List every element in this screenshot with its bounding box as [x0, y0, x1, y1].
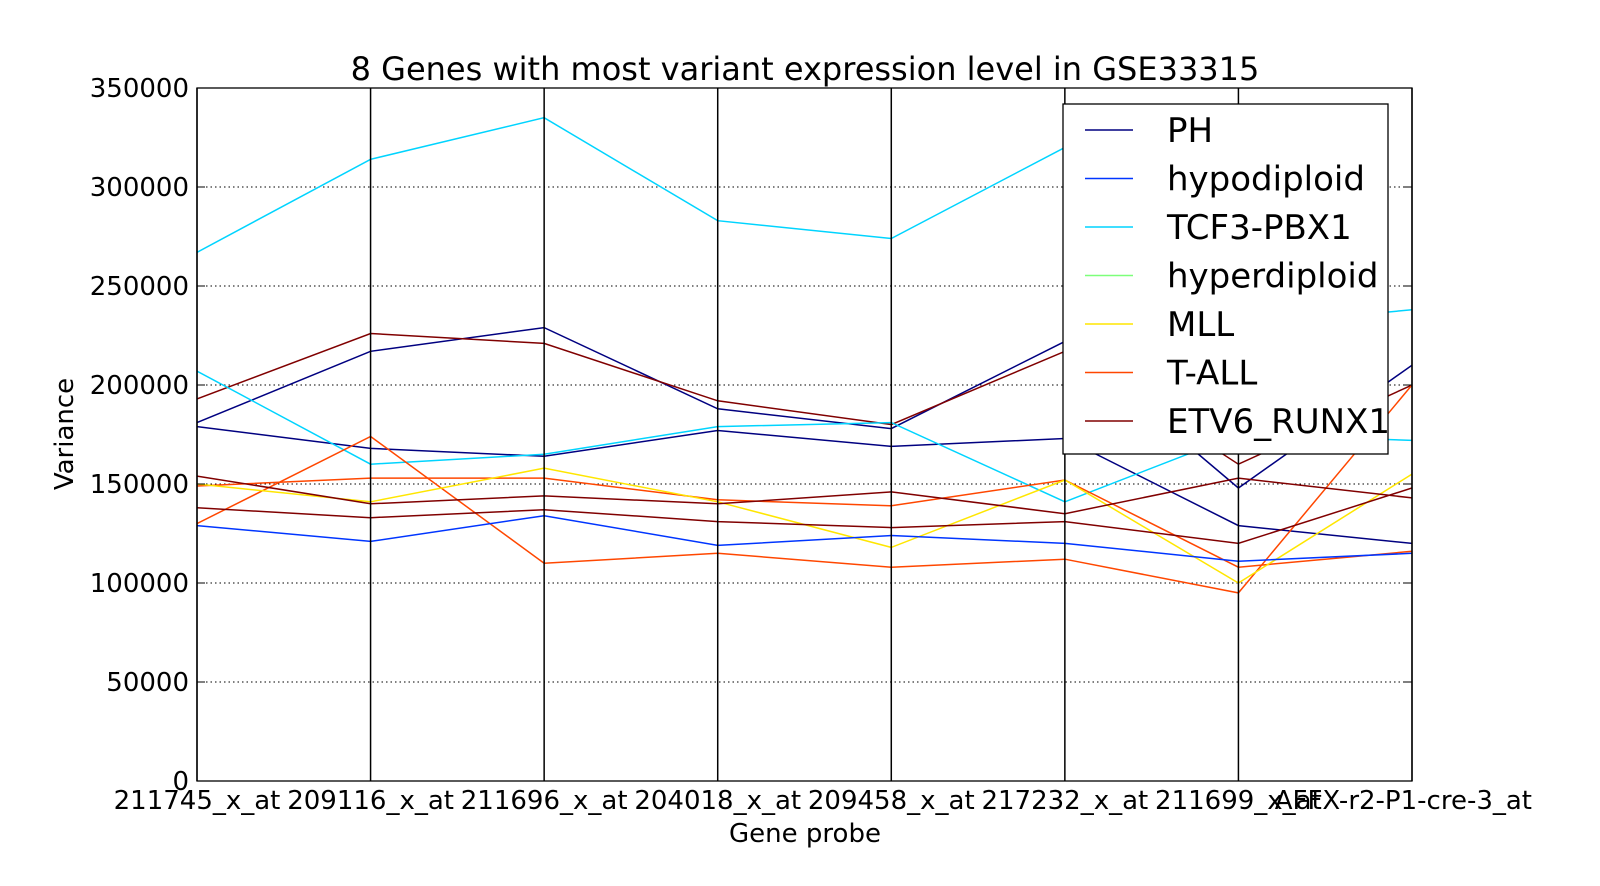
- x-tick-label: 211745_x_at: [114, 786, 281, 816]
- legend-label: MLL: [1167, 305, 1234, 345]
- series-line: [197, 475, 1412, 515]
- legend-label: TCF3-PBX1: [1166, 208, 1352, 248]
- x-tick-label: 217232_x_at: [981, 786, 1148, 816]
- legend-label: T-ALL: [1166, 354, 1257, 394]
- gridlines: [197, 87, 1412, 782]
- series-line: [197, 487, 1412, 545]
- x-tick-label: 211699_x_at: [1155, 786, 1322, 816]
- series-line: [197, 326, 1412, 489]
- legend-box: [1062, 103, 1389, 455]
- x-tick-label: AFFX-r2-P1-cre-3_at: [1275, 786, 1532, 816]
- series-line: [197, 425, 1412, 545]
- y-tick-label: 0: [172, 767, 189, 797]
- chart-title: 8 Genes with most variant expression lev…: [351, 50, 1260, 88]
- x-tick-label: 204018_x_at: [634, 786, 801, 816]
- legend-label: PH: [1167, 111, 1213, 151]
- series-line: [197, 514, 1412, 562]
- plot-frame: [196, 87, 1413, 782]
- y-tick-label: 150000: [90, 470, 189, 500]
- y-axis-ticks: 0 50000 100000 150000 200000 250000 300000 3500…: [90, 74, 1412, 797]
- legend: PH hypodiploid TCF3-PBX1 hyperdiploid MLL T-A…: [1062, 103, 1390, 455]
- y-tick-label: 200000: [90, 371, 189, 401]
- series-line: [197, 467, 1412, 584]
- x-axis-ticks: 211745_x_at 209116_x_at 211696_x_at 204018_…: [114, 786, 1532, 816]
- legend-label: hyperdiploid: [1167, 257, 1378, 297]
- y-tick-label: 350000: [90, 74, 189, 104]
- x-axis-label: Gene probe: [729, 819, 881, 849]
- y-tick-label: 300000: [90, 173, 189, 203]
- y-tick-label: 250000: [90, 272, 189, 302]
- series-line: [197, 477, 1412, 568]
- y-axis-label: Variance: [50, 378, 80, 490]
- legend-label: hypodiploid: [1167, 160, 1365, 200]
- legend-label: ETV6_RUNX1: [1167, 402, 1390, 442]
- x-tick-label: 211696_x_at: [461, 786, 628, 816]
- x-tick-label: 209116_x_at: [287, 786, 454, 816]
- x-tick-label: 209458_x_at: [808, 786, 975, 816]
- series-line: [197, 384, 1412, 594]
- y-tick-label: 100000: [90, 569, 189, 599]
- y-tick-label: 50000: [106, 668, 189, 698]
